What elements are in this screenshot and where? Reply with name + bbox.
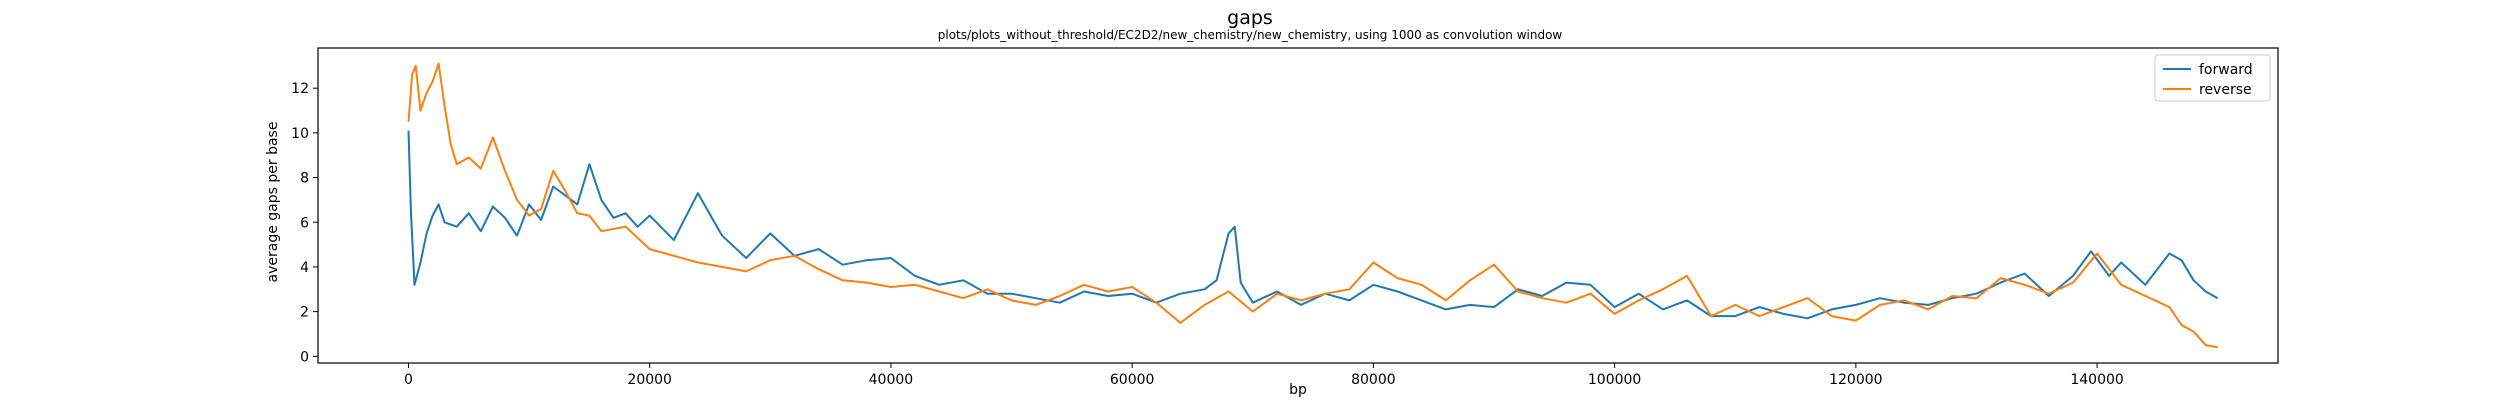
series-line-forward	[407, 130, 2219, 320]
x-tick-label: 20000	[627, 372, 672, 388]
chart-legend: forward reverse	[2154, 54, 2271, 102]
legend-label-forward: forward	[2199, 62, 2253, 78]
x-tick-label: 60000	[1110, 372, 1155, 388]
y-axis-label: average gaps per base	[265, 122, 281, 283]
legend-label-reverse: reverse	[2199, 82, 2252, 98]
x-axis-label: bp	[1289, 382, 1307, 398]
x-tick-label: 80000	[1351, 372, 1396, 388]
y-tick-label: 12	[291, 81, 309, 97]
y-tick-label: 6	[300, 215, 309, 231]
chart-subtitle: plots/plots_without_threshold/EC2D2/new_…	[938, 28, 1563, 42]
plot-frame	[317, 47, 2279, 364]
series-layer	[407, 62, 2219, 349]
y-tick-label: 10	[291, 126, 309, 142]
y-tick-label: 4	[300, 260, 309, 276]
plot-area	[317, 47, 2279, 364]
y-tick-label: 0	[300, 349, 309, 365]
x-tick-label: 0	[404, 372, 413, 388]
chart-title: gaps	[1227, 7, 1273, 29]
x-tick-label: 140000	[2070, 372, 2123, 388]
y-tick-label: 8	[300, 171, 309, 187]
x-tick-label: 40000	[869, 372, 914, 388]
x-tick-label: 100000	[1588, 372, 1641, 388]
y-axis-ticks: 0 2 4 6 8 10 12	[291, 81, 318, 365]
x-tick-label: 120000	[1829, 372, 1882, 388]
x-axis-ticks: 0 20000 40000 60000 80000 100000 120000 140000	[404, 363, 2124, 388]
series-line-reverse	[407, 62, 2218, 349]
y-tick-label: 2	[300, 305, 309, 321]
